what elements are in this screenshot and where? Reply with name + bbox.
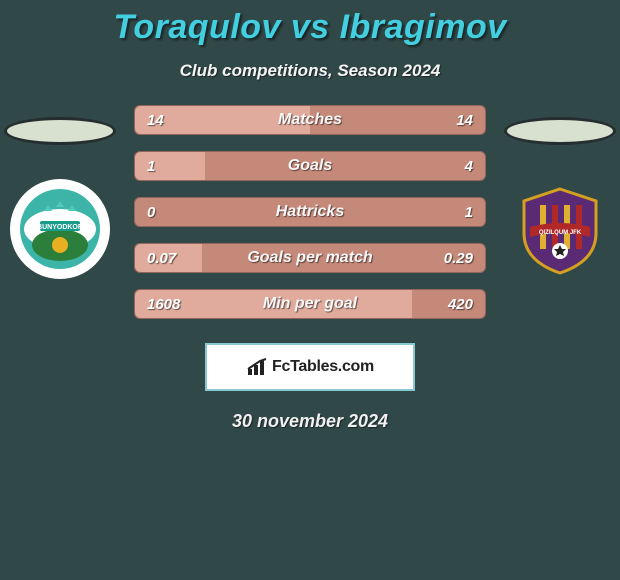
date-label: 30 november 2024: [0, 411, 620, 432]
stat-label: Goals per match: [135, 249, 485, 267]
svg-text:QIZILQUM JFK: QIZILQUM JFK: [539, 230, 582, 236]
brand-box[interactable]: FcTables.com: [205, 343, 415, 391]
stat-right-value: 4: [465, 158, 473, 175]
main-row: BUNYODKOR 14Matches141Goals40Hattricks10…: [0, 81, 620, 335]
stat-row: 1608Min per goal420: [134, 289, 486, 319]
stat-right-value: 420: [448, 296, 473, 313]
bunyodkor-logo-icon: BUNYODKOR: [18, 187, 102, 271]
stat-row: 14Matches14: [134, 105, 486, 135]
svg-text:BUNYODKOR: BUNYODKOR: [37, 224, 83, 231]
right-player-placeholder: [504, 117, 616, 145]
stat-right-value: 1: [465, 204, 473, 221]
left-team-badge: BUNYODKOR: [10, 179, 110, 279]
left-player-placeholder: [4, 117, 116, 145]
stat-row: 0Hattricks1: [134, 197, 486, 227]
qizilqum-logo-icon: QIZILQUM JFK: [512, 181, 608, 277]
stat-label: Matches: [135, 111, 485, 129]
stat-row: 1Goals4: [134, 151, 486, 181]
right-column: QIZILQUM JFK: [502, 105, 618, 279]
stats-bars: 14Matches141Goals40Hattricks10.07Goals p…: [134, 105, 486, 335]
page-title: Toraqulov vs Ibragimov: [0, 8, 620, 47]
stat-right-value: 14: [456, 112, 473, 129]
stat-row: 0.07Goals per match0.29: [134, 243, 486, 273]
stat-label: Min per goal: [135, 295, 485, 313]
stat-right-value: 0.29: [444, 250, 473, 267]
root: Toraqulov vs Ibragimov Club competitions…: [0, 0, 620, 432]
left-column: BUNYODKOR: [2, 105, 118, 279]
chart-icon: [246, 357, 272, 377]
stat-label: Goals: [135, 157, 485, 175]
brand-label: FcTables.com: [272, 358, 374, 376]
stat-label: Hattricks: [135, 203, 485, 221]
right-team-badge: QIZILQUM JFK: [510, 179, 610, 279]
subtitle: Club competitions, Season 2024: [0, 61, 620, 81]
